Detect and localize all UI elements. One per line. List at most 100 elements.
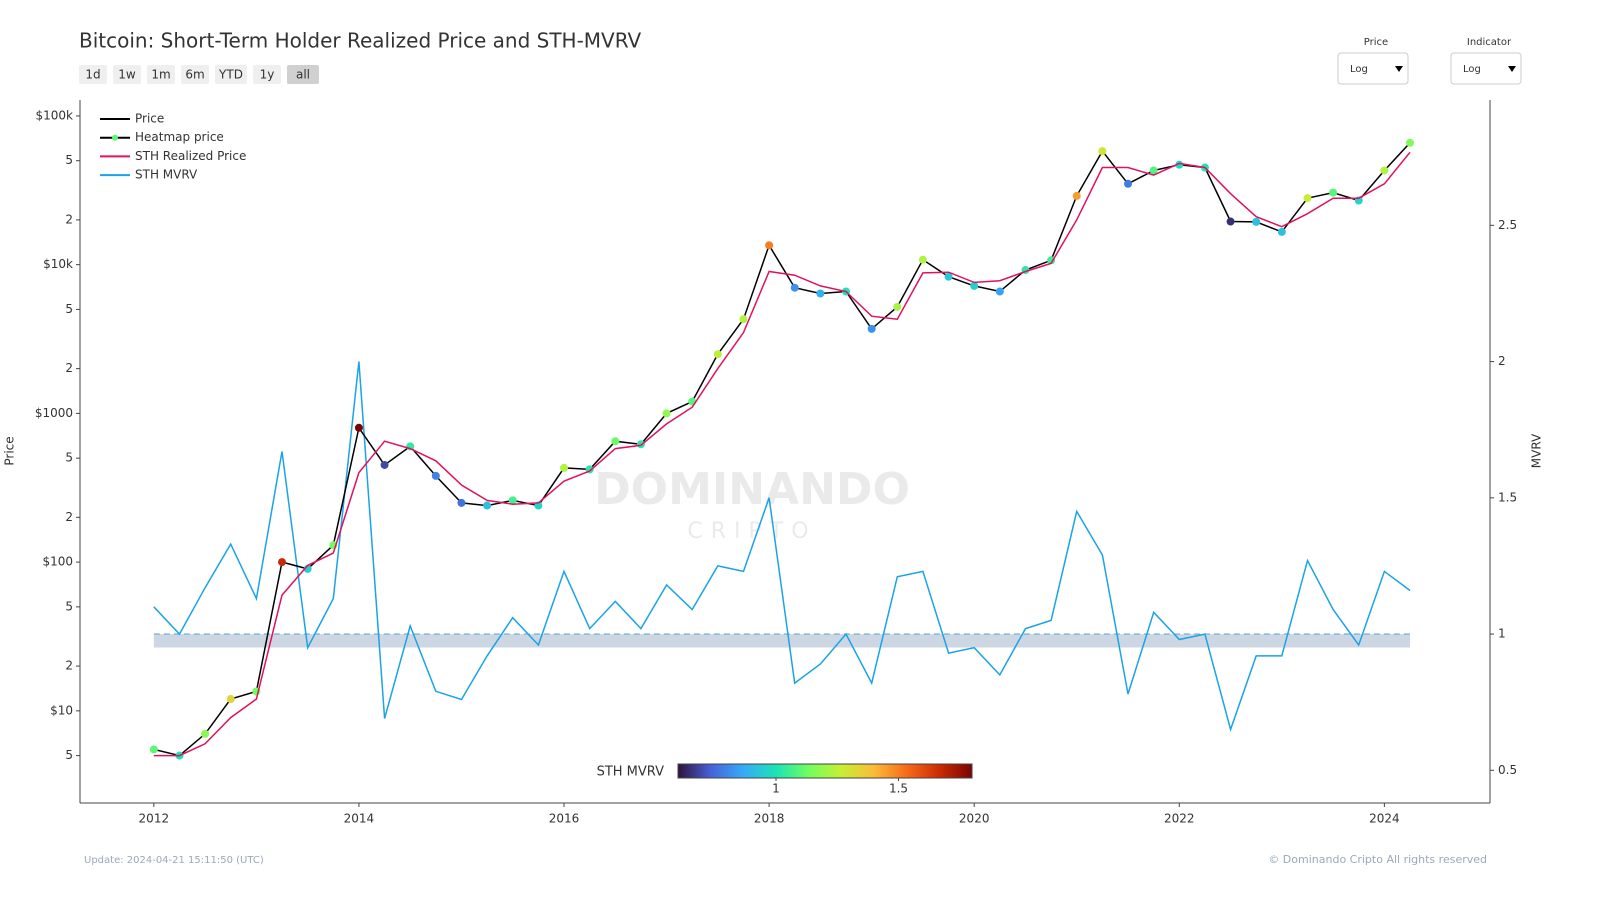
range-button[interactable]: 1w (113, 65, 141, 84)
y2-tick-label: 1 (1498, 627, 1506, 641)
y2-tick-label: 0.5 (1498, 763, 1517, 777)
heatmap-point (1252, 217, 1261, 226)
heatmap-point (816, 289, 825, 298)
x-tick-label: 2012 (139, 812, 170, 826)
heatmap-point (1175, 160, 1184, 169)
heatmap-point (688, 397, 697, 406)
heatmap-point (1047, 256, 1056, 265)
x-tick-label: 2014 (344, 812, 375, 826)
heatmap-point (611, 437, 620, 446)
heatmap-point (1406, 138, 1415, 147)
y-axis-title: Price (3, 436, 17, 465)
heatmap-point (226, 695, 235, 704)
heatmap-point (1226, 217, 1235, 226)
button-label: 1m (151, 68, 170, 82)
series-line (153, 361, 1411, 732)
heatmap-point (1277, 227, 1286, 236)
heatmap-point (893, 302, 902, 311)
x-tick-label: 2020 (959, 812, 990, 826)
range-button[interactable]: all (287, 65, 319, 84)
heatmap-point (483, 501, 492, 510)
button-bg (113, 65, 141, 84)
button-label: 1y (260, 68, 275, 82)
watermark-sub: CRIPTO (687, 519, 816, 544)
range-button[interactable]: 1d (79, 65, 107, 84)
dropdown-label: Price (1364, 37, 1388, 48)
y-tick-label: $10 (50, 703, 73, 717)
heatmap-point (1098, 147, 1107, 156)
heatmap-point (662, 409, 671, 418)
button-label: 1d (85, 68, 100, 82)
heatmap-point (1072, 191, 1081, 200)
button-bg (147, 65, 175, 84)
dropdown-arrow (1508, 66, 1516, 72)
dropdown-box (1337, 52, 1409, 85)
colorbar-tick-label: 1.5 (889, 782, 908, 796)
heatmap-point (970, 281, 979, 290)
heatmap-point (944, 272, 953, 281)
heatmap-point (995, 287, 1004, 296)
button-bg (181, 65, 209, 84)
y-tick-label: 2 (65, 659, 73, 673)
dropdown-label: Indicator (1467, 37, 1512, 48)
x-tick-label: 2018 (754, 812, 785, 826)
y-tick-label: $100k (36, 108, 74, 122)
dropdown-value: Log (1463, 64, 1481, 75)
y-tick-label: $1000 (35, 406, 73, 420)
heatmap-point (918, 255, 927, 264)
button-label: 6m (185, 68, 204, 82)
legend-label: STH MVRV (135, 168, 198, 182)
heatmap-point (765, 241, 774, 250)
watermark: DOMINANDO (594, 464, 910, 515)
button-label: YTD (218, 68, 243, 82)
heatmap-point (508, 496, 517, 505)
y2-axis-title: MVRV (1530, 433, 1544, 468)
heatmap-point (149, 745, 158, 754)
y2-tick-label: 2 (1498, 354, 1506, 368)
legend-label: STH Realized Price (135, 149, 246, 163)
reference-band (153, 634, 1411, 648)
update-note: Update: 2024-04-21 15:11:50 (UTC) (84, 855, 264, 866)
x-tick-label: 2016 (549, 812, 580, 826)
y-tick-label: 2 (65, 361, 73, 375)
heatmap-point (457, 498, 466, 507)
chart-title: Bitcoin: Short-Term Holder Realized Pric… (79, 29, 642, 53)
y-tick-label: 5 (65, 451, 73, 465)
colorbar-title: STH MVRV (597, 765, 665, 780)
heatmap-point (380, 460, 389, 469)
button-bg (287, 65, 319, 84)
y-tick-label: $100 (42, 555, 73, 569)
x-tick-label: 2024 (1369, 812, 1400, 826)
heatmap-point (1303, 194, 1312, 203)
dropdown[interactable]: Log (1337, 52, 1409, 85)
y-tick-label: 5 (65, 748, 73, 762)
heatmap-point (867, 324, 876, 333)
range-button[interactable]: 6m (181, 65, 209, 84)
button-bg (215, 65, 247, 84)
range-button[interactable]: 1y (253, 65, 281, 84)
range-button[interactable]: YTD (215, 65, 247, 84)
heatmap-point (1124, 179, 1133, 188)
button-label: 1w (118, 68, 136, 82)
dropdown-arrow (1395, 66, 1403, 72)
dropdown[interactable]: Log (1450, 52, 1522, 85)
button-bg (79, 65, 107, 84)
x-tick-label: 2022 (1164, 812, 1195, 826)
y-tick-label: 5 (65, 302, 73, 316)
y2-tick-label: 2.5 (1498, 218, 1517, 232)
y-tick-label: 2 (65, 510, 73, 524)
heatmap-point (713, 350, 722, 359)
heatmap-point (1149, 166, 1158, 175)
heatmap-point (560, 463, 569, 472)
y-tick-label: 5 (65, 153, 73, 167)
legend-label: Price (135, 112, 164, 126)
dropdown-box (1450, 52, 1522, 85)
range-button[interactable]: 1m (147, 65, 175, 84)
heatmap-point (739, 315, 748, 324)
heatmap-point (1380, 166, 1389, 175)
legend-swatch-point (112, 134, 118, 141)
y-tick-label: $10k (43, 257, 73, 271)
heatmap-point (201, 729, 210, 738)
colorbar (677, 763, 973, 779)
